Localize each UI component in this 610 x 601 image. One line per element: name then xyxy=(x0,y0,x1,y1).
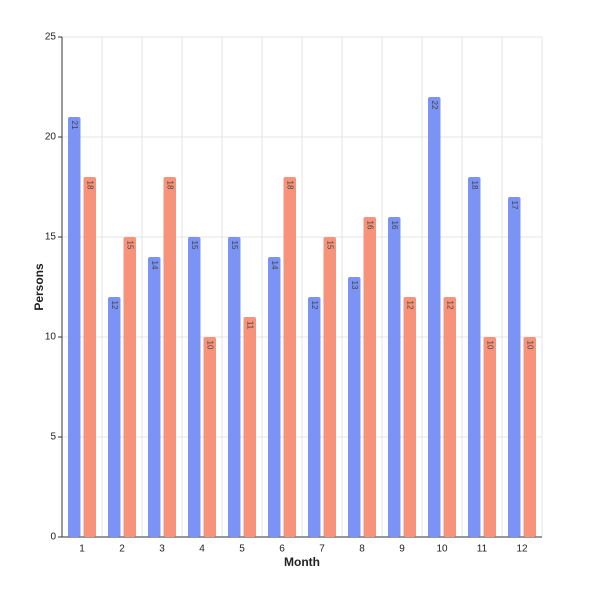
value-label: 15 xyxy=(126,241,135,250)
value-label: 12 xyxy=(310,301,319,310)
value-label: 18 xyxy=(86,181,95,190)
bar xyxy=(243,317,256,537)
value-label: 21 xyxy=(70,121,79,130)
bar xyxy=(283,177,296,537)
bar xyxy=(68,117,81,537)
bar xyxy=(188,237,201,537)
y-tick-label: 0 xyxy=(50,532,56,543)
value-label: 15 xyxy=(326,241,335,250)
value-label: 16 xyxy=(366,221,375,230)
x-tick-label: 7 xyxy=(319,544,325,555)
x-tick-label: 6 xyxy=(279,544,285,555)
bar xyxy=(123,237,136,537)
x-tick-label: 10 xyxy=(436,544,448,555)
value-label: 17 xyxy=(510,201,519,210)
bar xyxy=(443,297,456,537)
value-label: 15 xyxy=(190,241,199,250)
y-tick-label: 15 xyxy=(45,232,57,243)
bar xyxy=(388,217,401,537)
value-label: 18 xyxy=(286,181,295,190)
x-tick-label: 2 xyxy=(119,544,125,555)
bar xyxy=(308,297,321,537)
value-label: 12 xyxy=(110,301,119,310)
value-label: 16 xyxy=(390,221,399,230)
x-tick-label: 9 xyxy=(399,544,405,555)
value-label: 10 xyxy=(486,341,495,350)
y-tick-label: 20 xyxy=(45,132,57,143)
value-label: 13 xyxy=(350,281,359,290)
bar xyxy=(508,197,521,537)
x-tick-label: 4 xyxy=(199,544,205,555)
bar xyxy=(403,297,416,537)
y-axis-title: Persons xyxy=(32,263,46,311)
bar xyxy=(83,177,96,537)
bar xyxy=(483,337,496,537)
value-label: 14 xyxy=(270,261,279,270)
bar xyxy=(363,217,376,537)
bar xyxy=(268,257,281,537)
value-label: 11 xyxy=(246,321,255,330)
bar xyxy=(523,337,536,537)
x-tick-label: 1 xyxy=(79,544,85,555)
bar xyxy=(108,297,121,537)
x-tick-label: 5 xyxy=(239,544,245,555)
bar xyxy=(323,237,336,537)
x-axis-title: Month xyxy=(284,555,320,569)
bar xyxy=(163,177,176,537)
bar xyxy=(228,237,241,537)
y-tick-label: 25 xyxy=(45,32,57,43)
bar xyxy=(428,97,441,537)
value-label: 12 xyxy=(446,301,455,310)
x-tick-label: 12 xyxy=(516,544,528,555)
value-label: 14 xyxy=(150,261,159,270)
value-label: 18 xyxy=(470,181,479,190)
value-label: 15 xyxy=(230,241,239,250)
bar xyxy=(148,257,161,537)
bar xyxy=(468,177,481,537)
value-label: 10 xyxy=(206,341,215,350)
bar xyxy=(203,337,216,537)
x-tick-label: 3 xyxy=(159,544,165,555)
y-tick-label: 5 xyxy=(50,432,56,443)
value-label: 18 xyxy=(166,181,175,190)
x-tick-label: 8 xyxy=(359,544,365,555)
value-label: 12 xyxy=(406,301,415,310)
value-label: 22 xyxy=(430,101,439,110)
bar xyxy=(348,277,361,537)
x-tick-label: 11 xyxy=(477,544,488,555)
value-label: 10 xyxy=(526,341,535,350)
y-tick-label: 10 xyxy=(45,332,57,343)
